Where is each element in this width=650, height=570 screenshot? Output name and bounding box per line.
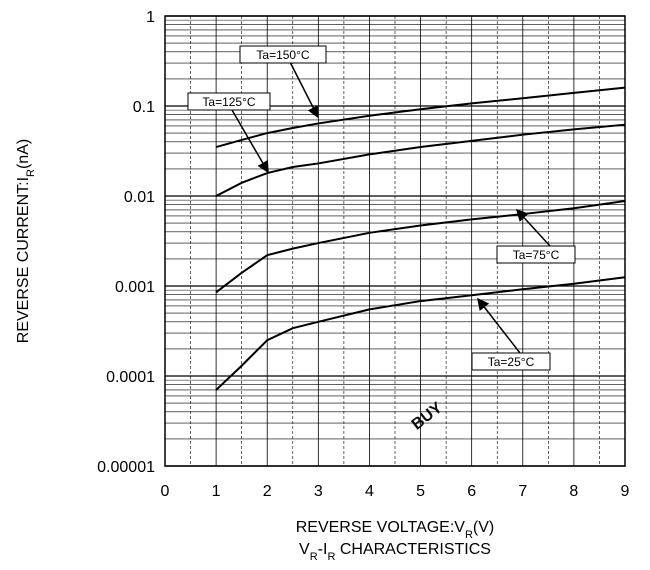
x-tick-label: 1 [212, 483, 221, 500]
series-line [215, 276, 626, 391]
x-axis-label-part: R [465, 529, 473, 541]
plot-frame [164, 15, 626, 467]
y-tick-label: 0.001 [115, 279, 155, 296]
y-tick-label: 0.0001 [106, 369, 155, 386]
y-tick-label: 0.00001 [97, 459, 155, 476]
legend-label: Ta=125°C [202, 95, 256, 109]
chart-title-part: CHARACTERISTICS [335, 541, 491, 558]
legend-label: Ta=25°C [488, 355, 535, 369]
x-tick-label: 2 [263, 483, 272, 500]
annotation-arrow [515, 208, 551, 247]
legend-label: Ta=150°C [256, 48, 310, 62]
x-tick-label: 6 [467, 483, 476, 500]
y-axis-label: REVERSE CURRENT:IR(nA) [15, 139, 37, 343]
x-tick-label: 9 [621, 483, 630, 500]
y-axis-label-part: REVERSE CURRENT:I [15, 177, 32, 343]
annotation-arrow [231, 109, 269, 174]
x-axis-label: REVERSE VOLTAGE:VR(V) [296, 519, 495, 541]
watermark: BUY [409, 399, 446, 433]
annotation-box [239, 45, 327, 64]
legend-label: Ta=75°C [513, 248, 560, 262]
y-axis-label-part: R [25, 169, 37, 177]
y-tick-label: 0.1 [133, 99, 155, 116]
y-tick-label: 1 [146, 9, 155, 26]
x-tick-label: 5 [416, 483, 425, 500]
series-line [215, 86, 626, 148]
x-axis-label-part: REVERSE VOLTAGE:V [296, 519, 466, 536]
x-tick-label: 0 [161, 483, 170, 500]
chart-title-part: R [310, 551, 318, 563]
annotation-box [471, 352, 551, 371]
chart-title-part: V [299, 541, 310, 558]
x-tick-label: 3 [314, 483, 323, 500]
annotation-arrow [477, 297, 521, 354]
x-tick-label: 8 [569, 483, 578, 500]
x-tick-label: 4 [365, 483, 374, 500]
chart-title-part: -I [318, 541, 328, 558]
series-line [215, 200, 626, 294]
x-axis-label-part: (V) [473, 519, 494, 536]
annotation-arrow [289, 61, 319, 119]
chart-title: VR-IR CHARACTERISTICS [299, 541, 491, 563]
chart-title-part: R [327, 551, 335, 563]
watermark-text: BUY [409, 399, 446, 433]
annotation-box [496, 245, 576, 264]
x-tick-label: 7 [518, 483, 527, 500]
annotation-box [187, 92, 271, 111]
y-axis-label-part: (nA) [15, 139, 32, 169]
series-line [215, 123, 626, 197]
y-tick-label: 0.01 [124, 189, 155, 206]
